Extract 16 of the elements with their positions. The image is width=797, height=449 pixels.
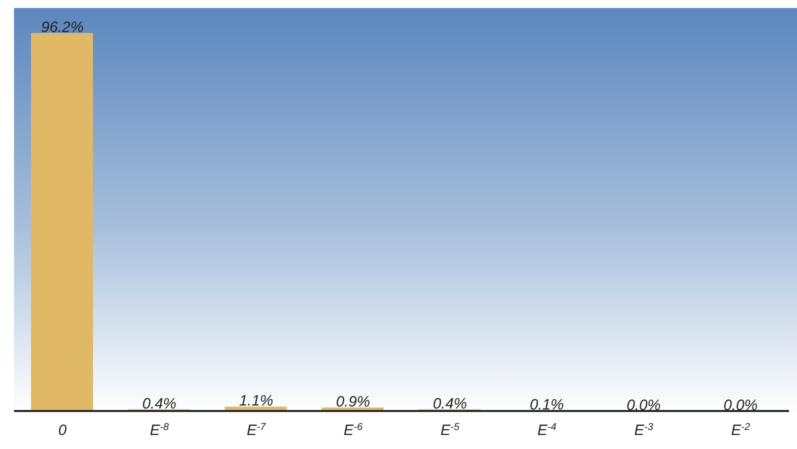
data-label: 0.4%: [142, 395, 176, 412]
x-tick-label: E$^{-6}$: [344, 422, 363, 439]
data-label: 0.4%: [432, 395, 468, 412]
x-tick-label: E$^{-7}$: [246, 422, 266, 439]
data-label: 0.0%: [723, 397, 758, 414]
x-tick-label: E$^{-4}$: [537, 422, 557, 439]
x-tick-label: E$^{-2}$: [731, 422, 750, 439]
x-tick-label: 0: [58, 422, 68, 439]
x-tick-label: E$^{-3}$: [634, 422, 654, 439]
x-tick-label: E$^{-8}$: [150, 422, 170, 439]
x-tick-label: E$^{-5}$: [440, 422, 460, 439]
data-label: 96.2%: [41, 19, 84, 36]
data-label: 0.0%: [626, 397, 661, 414]
data-label: 1.1%: [239, 392, 274, 410]
data-label: 0.9%: [336, 393, 370, 410]
data-label: 0.1%: [530, 396, 564, 414]
